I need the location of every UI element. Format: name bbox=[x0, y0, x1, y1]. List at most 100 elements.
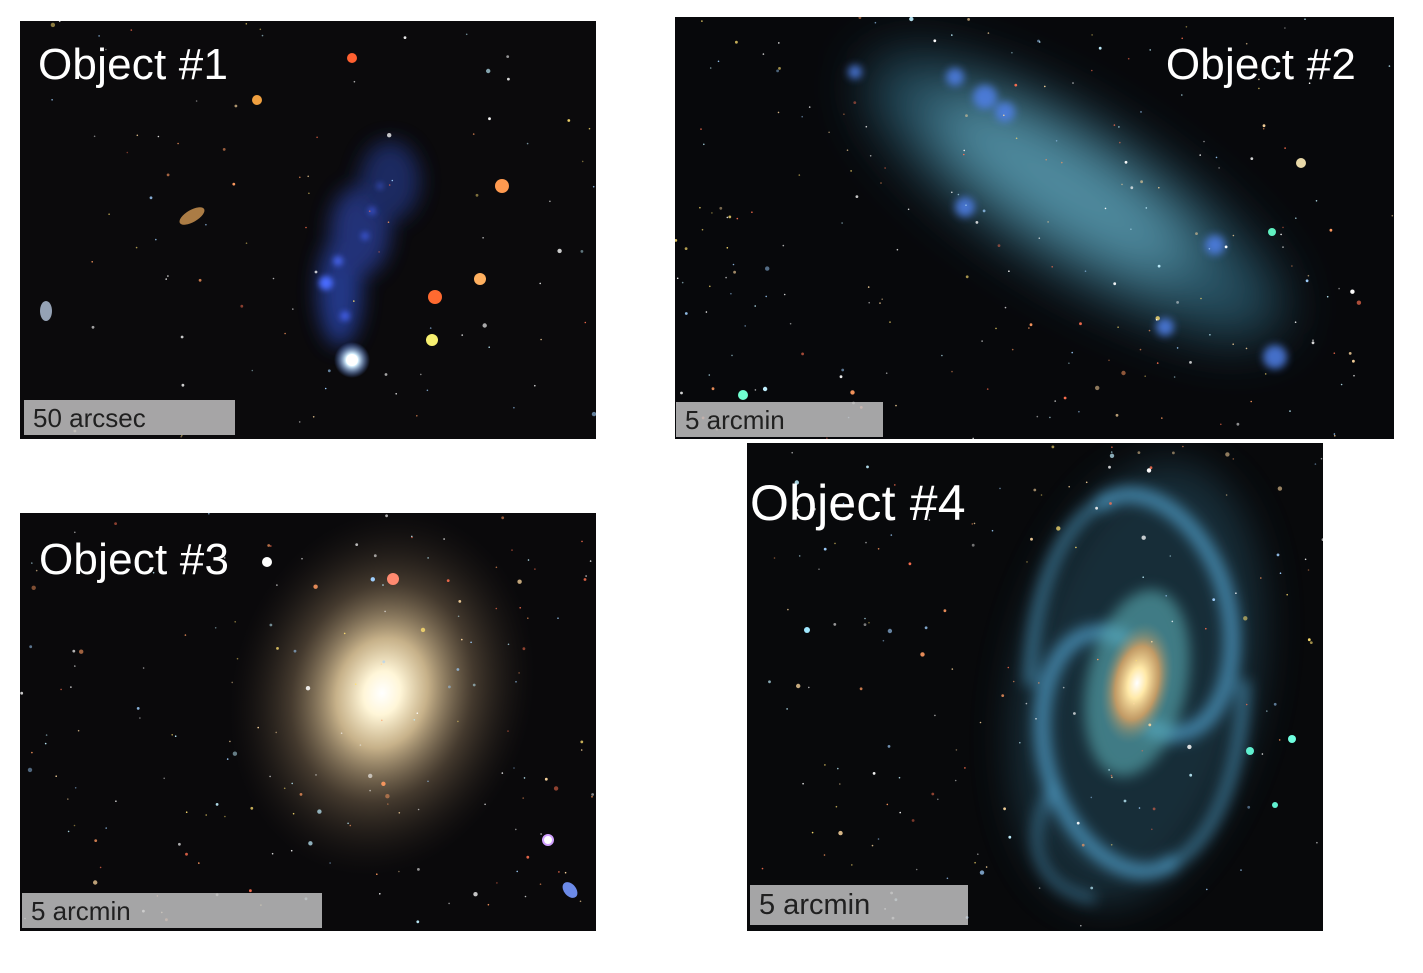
star bbox=[91, 261, 93, 263]
star bbox=[1097, 658, 1099, 661]
star bbox=[1140, 180, 1143, 184]
star bbox=[879, 302, 881, 304]
star bbox=[1225, 452, 1230, 457]
star bbox=[157, 135, 160, 138]
star bbox=[417, 868, 420, 871]
star bbox=[1312, 339, 1314, 342]
star bbox=[517, 579, 522, 584]
star bbox=[139, 717, 141, 719]
star bbox=[74, 665, 76, 667]
star bbox=[1295, 217, 1297, 219]
star bbox=[776, 69, 779, 73]
star bbox=[44, 742, 47, 745]
star bbox=[174, 735, 177, 737]
star bbox=[72, 649, 76, 653]
star bbox=[982, 209, 986, 213]
star bbox=[234, 104, 238, 108]
star bbox=[778, 42, 780, 44]
star bbox=[215, 803, 219, 806]
star bbox=[293, 649, 297, 653]
star bbox=[869, 155, 872, 157]
star bbox=[943, 609, 947, 613]
star bbox=[1181, 37, 1183, 40]
star bbox=[475, 193, 479, 197]
star bbox=[292, 812, 295, 815]
star bbox=[420, 373, 422, 376]
star bbox=[391, 179, 394, 182]
star bbox=[591, 411, 596, 417]
star bbox=[1258, 87, 1260, 90]
star bbox=[327, 369, 331, 373]
star bbox=[249, 889, 252, 893]
object-1-scale-bar: 50 arcsec bbox=[24, 400, 235, 435]
star-field bbox=[761, 445, 1323, 927]
star bbox=[1329, 228, 1333, 232]
star bbox=[963, 149, 965, 152]
star bbox=[965, 114, 968, 117]
star bbox=[353, 300, 355, 302]
star bbox=[299, 793, 303, 796]
star bbox=[515, 828, 517, 831]
star bbox=[534, 568, 536, 570]
star bbox=[1173, 376, 1176, 378]
star bbox=[567, 119, 571, 122]
star bbox=[513, 406, 515, 409]
star bbox=[1119, 141, 1121, 144]
star bbox=[368, 773, 373, 779]
star bbox=[1273, 702, 1277, 706]
star bbox=[725, 276, 727, 279]
star bbox=[1224, 245, 1228, 249]
star bbox=[496, 882, 498, 884]
star bbox=[1133, 702, 1135, 705]
star bbox=[1232, 234, 1235, 237]
star bbox=[877, 838, 880, 840]
star bbox=[1321, 538, 1323, 541]
star bbox=[1137, 451, 1141, 454]
star bbox=[802, 782, 804, 785]
star bbox=[1289, 410, 1291, 412]
object-3-panel: Object #3 5 arcmin bbox=[20, 513, 596, 931]
star bbox=[1333, 433, 1336, 435]
star bbox=[299, 176, 301, 179]
star bbox=[94, 839, 98, 842]
object-2-panel: Object #2 5 arcmin bbox=[675, 17, 1394, 439]
star bbox=[387, 803, 389, 805]
star bbox=[343, 632, 346, 635]
star bbox=[1314, 463, 1317, 465]
star bbox=[1090, 886, 1094, 890]
star bbox=[1146, 468, 1152, 473]
star bbox=[369, 789, 371, 792]
star bbox=[1144, 375, 1146, 378]
star bbox=[312, 416, 315, 418]
star bbox=[735, 40, 738, 44]
star bbox=[711, 212, 713, 214]
star bbox=[880, 182, 882, 184]
star bbox=[1014, 83, 1018, 87]
star bbox=[705, 311, 708, 313]
star bbox=[811, 831, 814, 834]
star bbox=[1109, 502, 1112, 505]
star bbox=[585, 575, 587, 577]
star bbox=[457, 720, 459, 723]
star bbox=[549, 200, 551, 203]
star bbox=[472, 133, 475, 135]
star bbox=[732, 263, 735, 266]
star bbox=[1245, 703, 1248, 706]
star bbox=[1095, 385, 1100, 391]
star bbox=[290, 849, 293, 852]
star bbox=[796, 509, 799, 511]
star bbox=[308, 192, 310, 195]
star bbox=[226, 758, 229, 760]
object-2-scale-bar: 5 arcmin bbox=[676, 402, 883, 437]
star bbox=[1130, 228, 1132, 230]
star bbox=[1276, 553, 1280, 557]
star bbox=[934, 714, 936, 717]
star bbox=[1025, 702, 1028, 705]
star bbox=[1085, 481, 1088, 484]
star bbox=[223, 557, 226, 559]
star bbox=[681, 281, 684, 284]
star bbox=[823, 854, 826, 856]
star bbox=[708, 374, 711, 376]
star bbox=[1079, 322, 1082, 326]
star bbox=[1008, 835, 1012, 839]
